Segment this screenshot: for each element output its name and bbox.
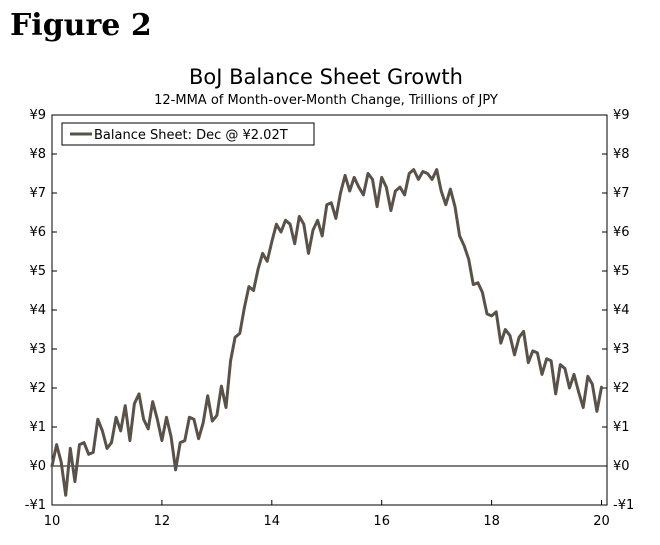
y-tick-label-left: ¥6 xyxy=(29,225,46,240)
y-tick-label-left: ¥9 xyxy=(29,108,46,123)
x-tick-label: 14 xyxy=(264,514,281,529)
legend-label: Balance Sheet: Dec @ ¥2.02T xyxy=(94,128,288,143)
figure-label: Figure 2 xyxy=(10,8,152,43)
x-tick-label: 16 xyxy=(373,514,390,529)
y-tick-labels-right: -¥1 ¥0 ¥1 ¥2 ¥3 ¥4 ¥5 ¥6 ¥7 ¥8 ¥9 xyxy=(613,108,634,513)
y-tick-label-left: ¥5 xyxy=(29,264,46,279)
y-tick-label-left: ¥0 xyxy=(29,459,46,474)
x-tick-label: 18 xyxy=(483,514,500,529)
y-tick-label-right: ¥0 xyxy=(613,459,630,474)
legend-box xyxy=(61,122,315,146)
y-tick-label-right: ¥8 xyxy=(613,147,630,162)
y-tick-label-left: -¥1 xyxy=(25,498,46,513)
series-line-balance-sheet xyxy=(50,168,603,497)
series-group xyxy=(50,168,603,497)
y-tick-label-right: ¥3 xyxy=(613,342,630,357)
y-tick-labels-left: -¥1 ¥0 ¥1 ¥2 ¥3 ¥4 ¥5 ¥6 ¥7 ¥8 ¥9 xyxy=(25,108,46,513)
x-tick-label: 12 xyxy=(154,514,171,529)
y-tick-label-left: ¥7 xyxy=(29,186,46,201)
y-tick-label-right: ¥4 xyxy=(613,303,630,318)
plot-frame xyxy=(51,114,608,506)
chart-title: BoJ Balance Sheet Growth xyxy=(189,65,463,89)
y-tick-label-left: ¥4 xyxy=(29,303,46,318)
y-tick-label-left: ¥8 xyxy=(29,147,46,162)
y-tick-label-right: ¥5 xyxy=(613,264,630,279)
y-tick-label-right: -¥1 xyxy=(613,498,634,513)
y-tick-label-right: ¥2 xyxy=(613,381,630,396)
y-tick-label-right: ¥6 xyxy=(613,225,630,240)
y-tick-label-left: ¥2 xyxy=(29,381,46,396)
axes xyxy=(51,114,608,506)
x-tick-labels: 10 12 14 16 18 20 xyxy=(44,514,610,529)
x-tick-label: 10 xyxy=(44,514,61,529)
y-tick-label-right: ¥7 xyxy=(613,186,630,201)
chart-subtitle: 12-MMA of Month-over-Month Change, Trill… xyxy=(154,93,498,108)
x-tick-label: 20 xyxy=(593,514,610,529)
legend: Balance Sheet: Dec @ ¥2.02T xyxy=(61,122,315,146)
y-tick-label-left: ¥1 xyxy=(29,420,46,435)
y-tick-label-right: ¥1 xyxy=(613,420,630,435)
y-tick-label-right: ¥9 xyxy=(613,108,630,123)
y-tick-label-left: ¥3 xyxy=(29,342,46,357)
